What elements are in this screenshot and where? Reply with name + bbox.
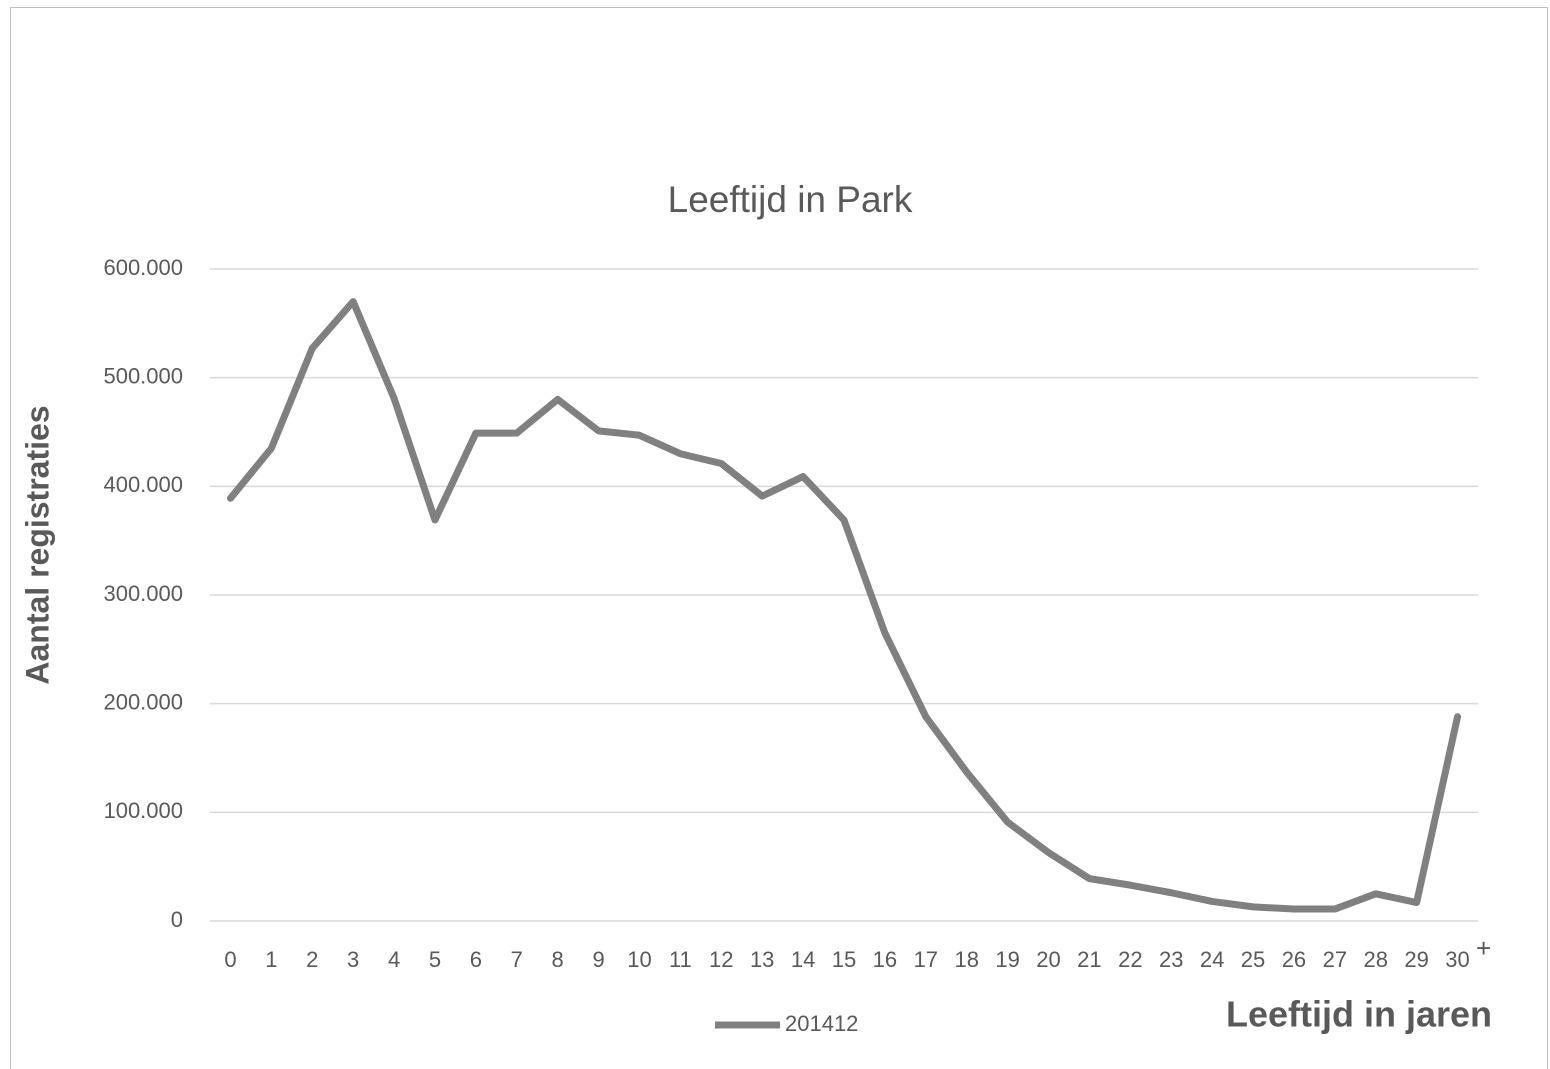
series-line (226, 298, 1462, 913)
x-tick-label: 15 (832, 947, 856, 972)
x-tick-label: 6 (470, 947, 482, 972)
x-tick-label: 21 (1077, 947, 1101, 972)
x-tick-label: 19 (995, 947, 1019, 972)
x-tick-label: 4 (388, 947, 400, 972)
y-tick-label: 600.000 (103, 255, 183, 280)
x-tick-label: 18 (954, 947, 978, 972)
x-tick-label: 13 (750, 947, 774, 972)
x-tick-label: 24 (1200, 947, 1224, 972)
y-tick-label: 0 (171, 907, 183, 932)
x-tick-label: 16 (873, 947, 897, 972)
x-tick-label: 14 (791, 947, 815, 972)
x-tick-label: 8 (552, 947, 564, 972)
y-tick-label: 300.000 (103, 581, 183, 606)
y-tick-label: 200.000 (103, 689, 183, 714)
x-tick-label: 20 (1036, 947, 1060, 972)
x-tick-label: 9 (592, 947, 604, 972)
x-tick-label: 22 (1118, 947, 1142, 972)
y-tick-label: 400.000 (103, 472, 183, 497)
y-axis-label: Aantal registraties (19, 405, 55, 684)
x-tick-label: 25 (1241, 947, 1265, 972)
x-tick-label: 11 (669, 947, 692, 972)
x-tick-label: 30 (1445, 947, 1469, 972)
x-tick-label: 3 (347, 947, 359, 972)
x-tick-label: 2 (306, 947, 318, 972)
x-tick-label: 28 (1363, 947, 1387, 972)
x-tick-label: 1 (265, 947, 277, 972)
x-tick-label: 12 (709, 947, 733, 972)
chart-frame (10, 7, 1548, 1069)
x-tick-label: 7 (511, 947, 523, 972)
y-tick-label: 100.000 (103, 798, 183, 823)
x-tick-label: 27 (1323, 947, 1347, 972)
x-tick-label: 17 (914, 947, 938, 972)
x-tick-label: 10 (627, 947, 651, 972)
x-tick-label: 5 (429, 947, 441, 972)
annotation: + (1476, 933, 1491, 963)
y-tick-label: 500.000 (103, 363, 183, 388)
x-axis-label: Leeftijd in jaren (1226, 994, 1492, 1035)
x-tick-label: 23 (1159, 947, 1183, 972)
x-tick-label: 29 (1404, 947, 1428, 972)
chart-title: Leeftijd in Park (668, 179, 913, 220)
legend-label: 201412 (785, 1011, 858, 1036)
x-tick-label: 26 (1282, 947, 1306, 972)
x-tick-label: 0 (224, 947, 236, 972)
